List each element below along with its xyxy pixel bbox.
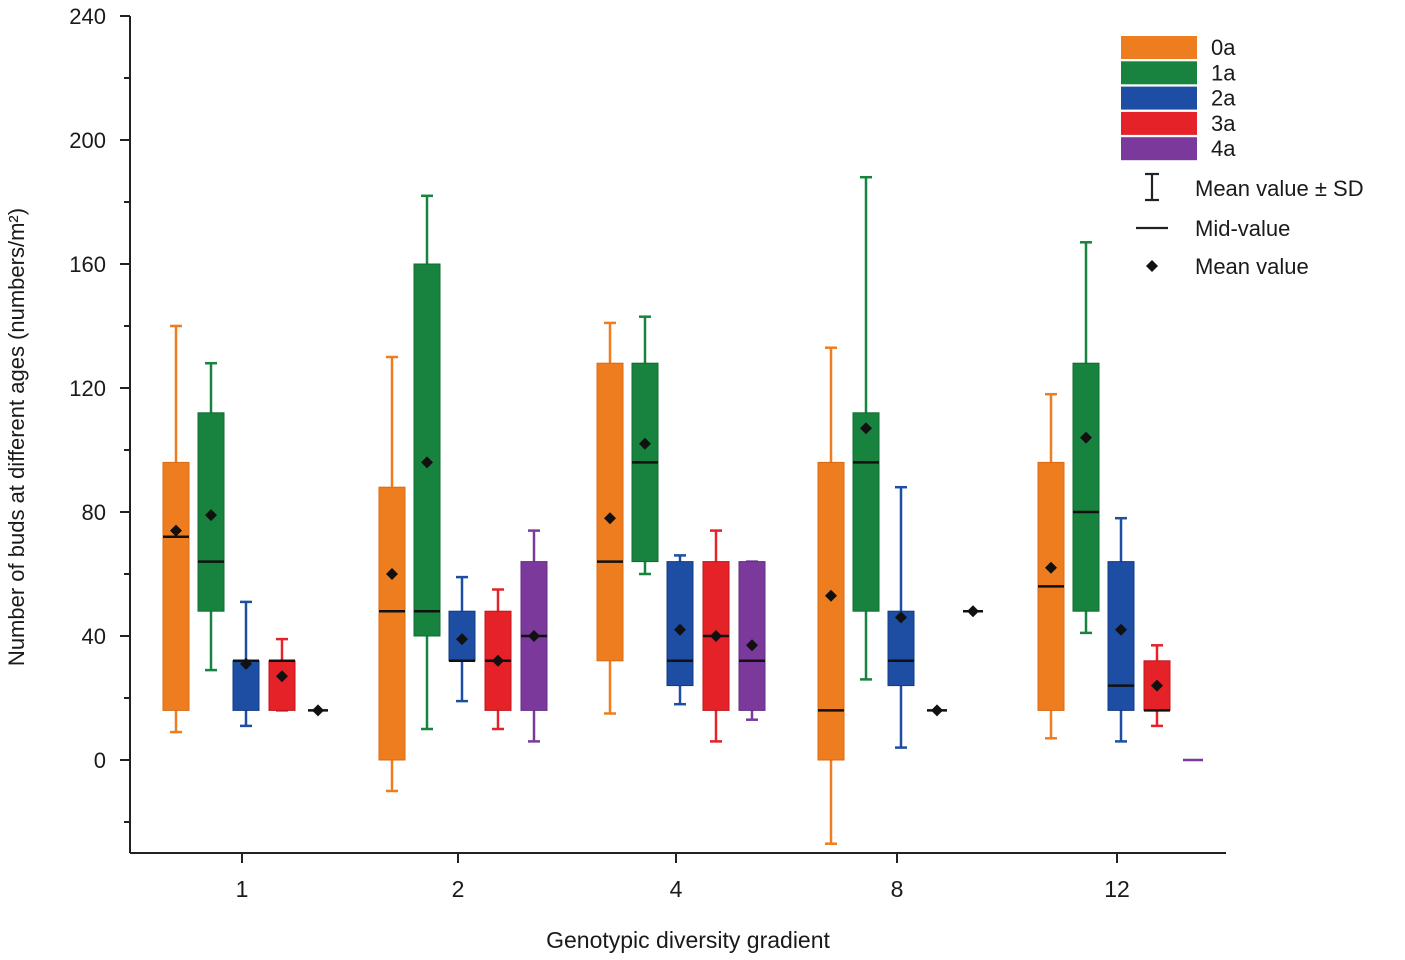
x-axis: 1 2 4 8 12 [130, 852, 1226, 902]
mean-marker [674, 623, 686, 636]
box-2a-cat-12 [1107, 516, 1135, 743]
box-1a-cat-4 [631, 315, 659, 576]
mean-marker [492, 654, 504, 667]
mean-marker [895, 611, 907, 624]
box-3a-cat-4 [702, 529, 730, 743]
iqr-box [666, 561, 694, 687]
y-tick-label: 80 [82, 500, 106, 525]
y-tick-label: 160 [69, 252, 106, 277]
mean-marker [860, 422, 872, 435]
plot-area [162, 175, 1203, 845]
mean-marker [931, 704, 943, 717]
iqr-box [162, 461, 190, 711]
y-tick-label: 120 [69, 376, 106, 401]
iqr-box [378, 486, 406, 761]
legend-label-errorbar: Mean value ± SD [1195, 176, 1364, 201]
box-0a-cat-4 [596, 321, 624, 715]
box-0a-cat-2 [378, 355, 406, 793]
iqr-box [596, 362, 624, 662]
mean-marker [1115, 623, 1127, 636]
box-4a-cat-1 [308, 704, 328, 717]
mean-marker [825, 589, 837, 602]
box-0a-cat-12 [1037, 392, 1065, 740]
legend-label-2a: 2a [1211, 86, 1236, 111]
box-4a-cat-2 [520, 529, 548, 743]
mean-marker [710, 630, 722, 642]
y-axis-label: Number of buds at different ages (number… [4, 208, 29, 666]
iqr-box [1072, 362, 1100, 612]
iqr-box [852, 412, 880, 612]
x-axis-label: Genotypic diversity gradient [546, 927, 830, 953]
legend-label-midvalue: Mid-value [1195, 216, 1290, 241]
box-0a-cat-8 [817, 346, 845, 845]
box-1a-cat-1 [197, 361, 225, 672]
x-tick-label: 8 [891, 876, 904, 902]
legend-label-1a: 1a [1211, 60, 1236, 85]
mean-marker [639, 437, 651, 450]
mean-marker [1080, 431, 1092, 444]
box-3a-cat-12 [1143, 644, 1171, 728]
box-2a-cat-1 [232, 600, 260, 728]
box-2a-cat-8 [887, 485, 915, 749]
y-tick-label: 200 [69, 128, 106, 153]
iqr-box [413, 263, 441, 637]
legend-label-mean: Mean value [1195, 254, 1309, 279]
mean-marker [1045, 561, 1057, 574]
iqr-box [1107, 561, 1135, 711]
mean-marker [967, 605, 979, 618]
box-1a-cat-2 [413, 194, 441, 731]
box-2a-cat-2 [448, 575, 476, 703]
mean-marker [240, 657, 252, 670]
mean-marker [1151, 679, 1163, 692]
mean-marker [528, 630, 540, 642]
x-tick-label: 2 [452, 876, 465, 902]
iqr-box [817, 461, 845, 761]
x-tick-label: 12 [1104, 876, 1130, 902]
mean-marker [170, 524, 182, 537]
legend-swatch-2a [1121, 86, 1197, 110]
legend-label-3a: 3a [1211, 111, 1236, 136]
box-1a-cat-12 [1072, 241, 1100, 635]
box-3a-cat-2 [484, 588, 512, 731]
mean-marker [746, 639, 758, 652]
iqr-box [738, 561, 766, 711]
box-0a-cat-1 [162, 324, 190, 734]
y-tick-label: 240 [69, 4, 106, 29]
legend-swatch-0a [1121, 36, 1197, 59]
y-tick-label: 0 [94, 748, 106, 773]
iqr-box [268, 660, 296, 711]
y-axis: 0 40 80 120 160 200 240 [69, 4, 131, 853]
box-3a-cat-8 [927, 704, 947, 717]
iqr-box [887, 610, 915, 687]
mean-marker [604, 512, 616, 525]
legend-label-4a: 4a [1211, 136, 1236, 161]
box-2a-cat-4 [666, 554, 694, 706]
box-4a-cat-8 [963, 605, 983, 618]
mean-marker [456, 633, 468, 646]
mean-marker [386, 568, 398, 580]
legend-swatch-3a [1121, 111, 1197, 135]
x-tick-label: 1 [236, 876, 249, 902]
mean-marker [205, 509, 217, 522]
y-tick-label: 40 [82, 624, 106, 649]
legend-mean-icon [1146, 260, 1158, 272]
mean-marker [312, 704, 324, 717]
box-3a-cat-1 [268, 637, 296, 712]
x-tick-label: 4 [670, 876, 683, 902]
mean-marker [276, 670, 288, 683]
mean-marker [421, 456, 433, 469]
legend-swatch-4a [1121, 137, 1197, 161]
legend-swatch-1a [1121, 61, 1197, 85]
box-1a-cat-8 [852, 175, 880, 681]
legend-label-0a: 0a [1211, 35, 1236, 60]
box-4a-cat-4 [738, 560, 766, 721]
